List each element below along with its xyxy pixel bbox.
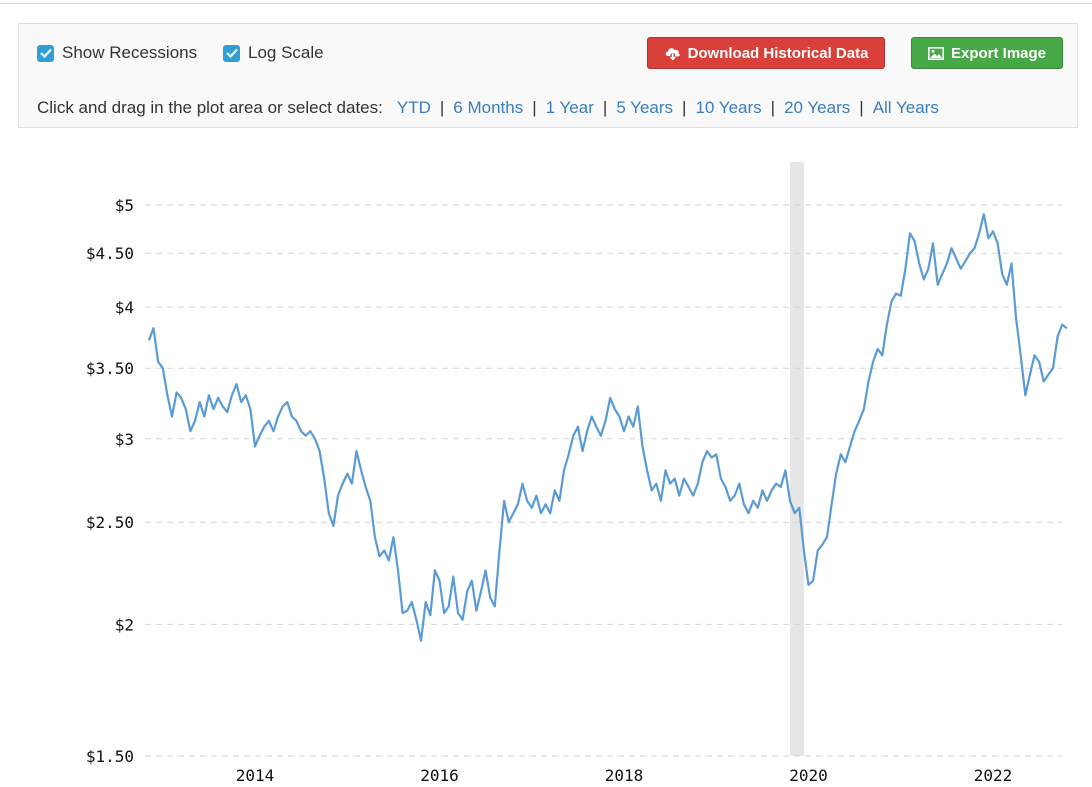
y-tick-label: $3.50 bbox=[86, 359, 134, 378]
y-tick-label: $3 bbox=[115, 430, 134, 449]
y-tick-label: $2.50 bbox=[86, 513, 134, 532]
export-image-button[interactable]: Export Image bbox=[911, 37, 1063, 69]
y-tick-label: $5 bbox=[115, 196, 134, 215]
price-series-line bbox=[147, 213, 1068, 642]
range-separator: | bbox=[682, 98, 687, 117]
download-historical-data-button[interactable]: Download Historical Data bbox=[647, 37, 885, 69]
cloud-download-icon bbox=[664, 46, 681, 60]
date-range-selector: Click and drag in the plot area or selec… bbox=[37, 98, 939, 118]
log-scale-toggle[interactable]: Log Scale bbox=[223, 42, 324, 64]
range-prompt: Click and drag in the plot area or selec… bbox=[37, 98, 383, 117]
y-tick-label: $1.50 bbox=[86, 747, 134, 766]
range-6-months-link[interactable]: 6 Months bbox=[453, 98, 524, 117]
top-divider bbox=[0, 3, 1092, 4]
range-separator: | bbox=[770, 98, 776, 117]
y-tick-label: $4.50 bbox=[86, 244, 134, 263]
show-recessions-checkbox[interactable] bbox=[37, 44, 54, 62]
range-separator: | bbox=[532, 98, 537, 117]
x-tick-label: 2020 bbox=[789, 766, 828, 785]
range-ytd-link[interactable]: YTD bbox=[396, 98, 431, 117]
log-scale-checkbox[interactable] bbox=[223, 44, 240, 62]
range-20-years-link[interactable]: 20 Years bbox=[784, 98, 851, 117]
range-5-years-link[interactable]: 5 Years bbox=[616, 98, 674, 117]
show-recessions-toggle[interactable]: Show Recessions bbox=[37, 42, 197, 64]
range-all-years-link[interactable]: All Years bbox=[872, 98, 939, 117]
download-button-label: Download Historical Data bbox=[687, 44, 869, 62]
image-icon bbox=[927, 46, 944, 60]
chart-toolbar: Show Recessions Log Scale Download Histo… bbox=[18, 23, 1078, 128]
x-tick-label: 2018 bbox=[605, 766, 644, 785]
range-separator: | bbox=[439, 98, 445, 117]
export-button-label: Export Image bbox=[950, 44, 1047, 62]
recession-band bbox=[790, 162, 804, 756]
price-chart[interactable]: $5 $4.50 $4 $3.50 $3 $2.50 $2 $1.50 2014 2016 2018… bbox=[0, 140, 1092, 787]
x-tick-label: 2022 bbox=[974, 766, 1013, 785]
range-1-year-link[interactable]: 1 Year bbox=[545, 98, 594, 117]
check-icon bbox=[225, 48, 238, 58]
range-10-years-link[interactable]: 10 Years bbox=[695, 98, 762, 117]
range-separator: | bbox=[859, 98, 864, 117]
check-icon bbox=[39, 48, 52, 58]
log-scale-label: Log Scale bbox=[248, 43, 324, 62]
range-separator: | bbox=[602, 98, 608, 117]
show-recessions-label: Show Recessions bbox=[62, 43, 198, 62]
y-tick-label: $2 bbox=[115, 615, 134, 634]
x-tick-label: 2014 bbox=[236, 766, 275, 785]
y-tick-label: $4 bbox=[115, 298, 134, 317]
x-tick-label: 2016 bbox=[420, 766, 459, 785]
